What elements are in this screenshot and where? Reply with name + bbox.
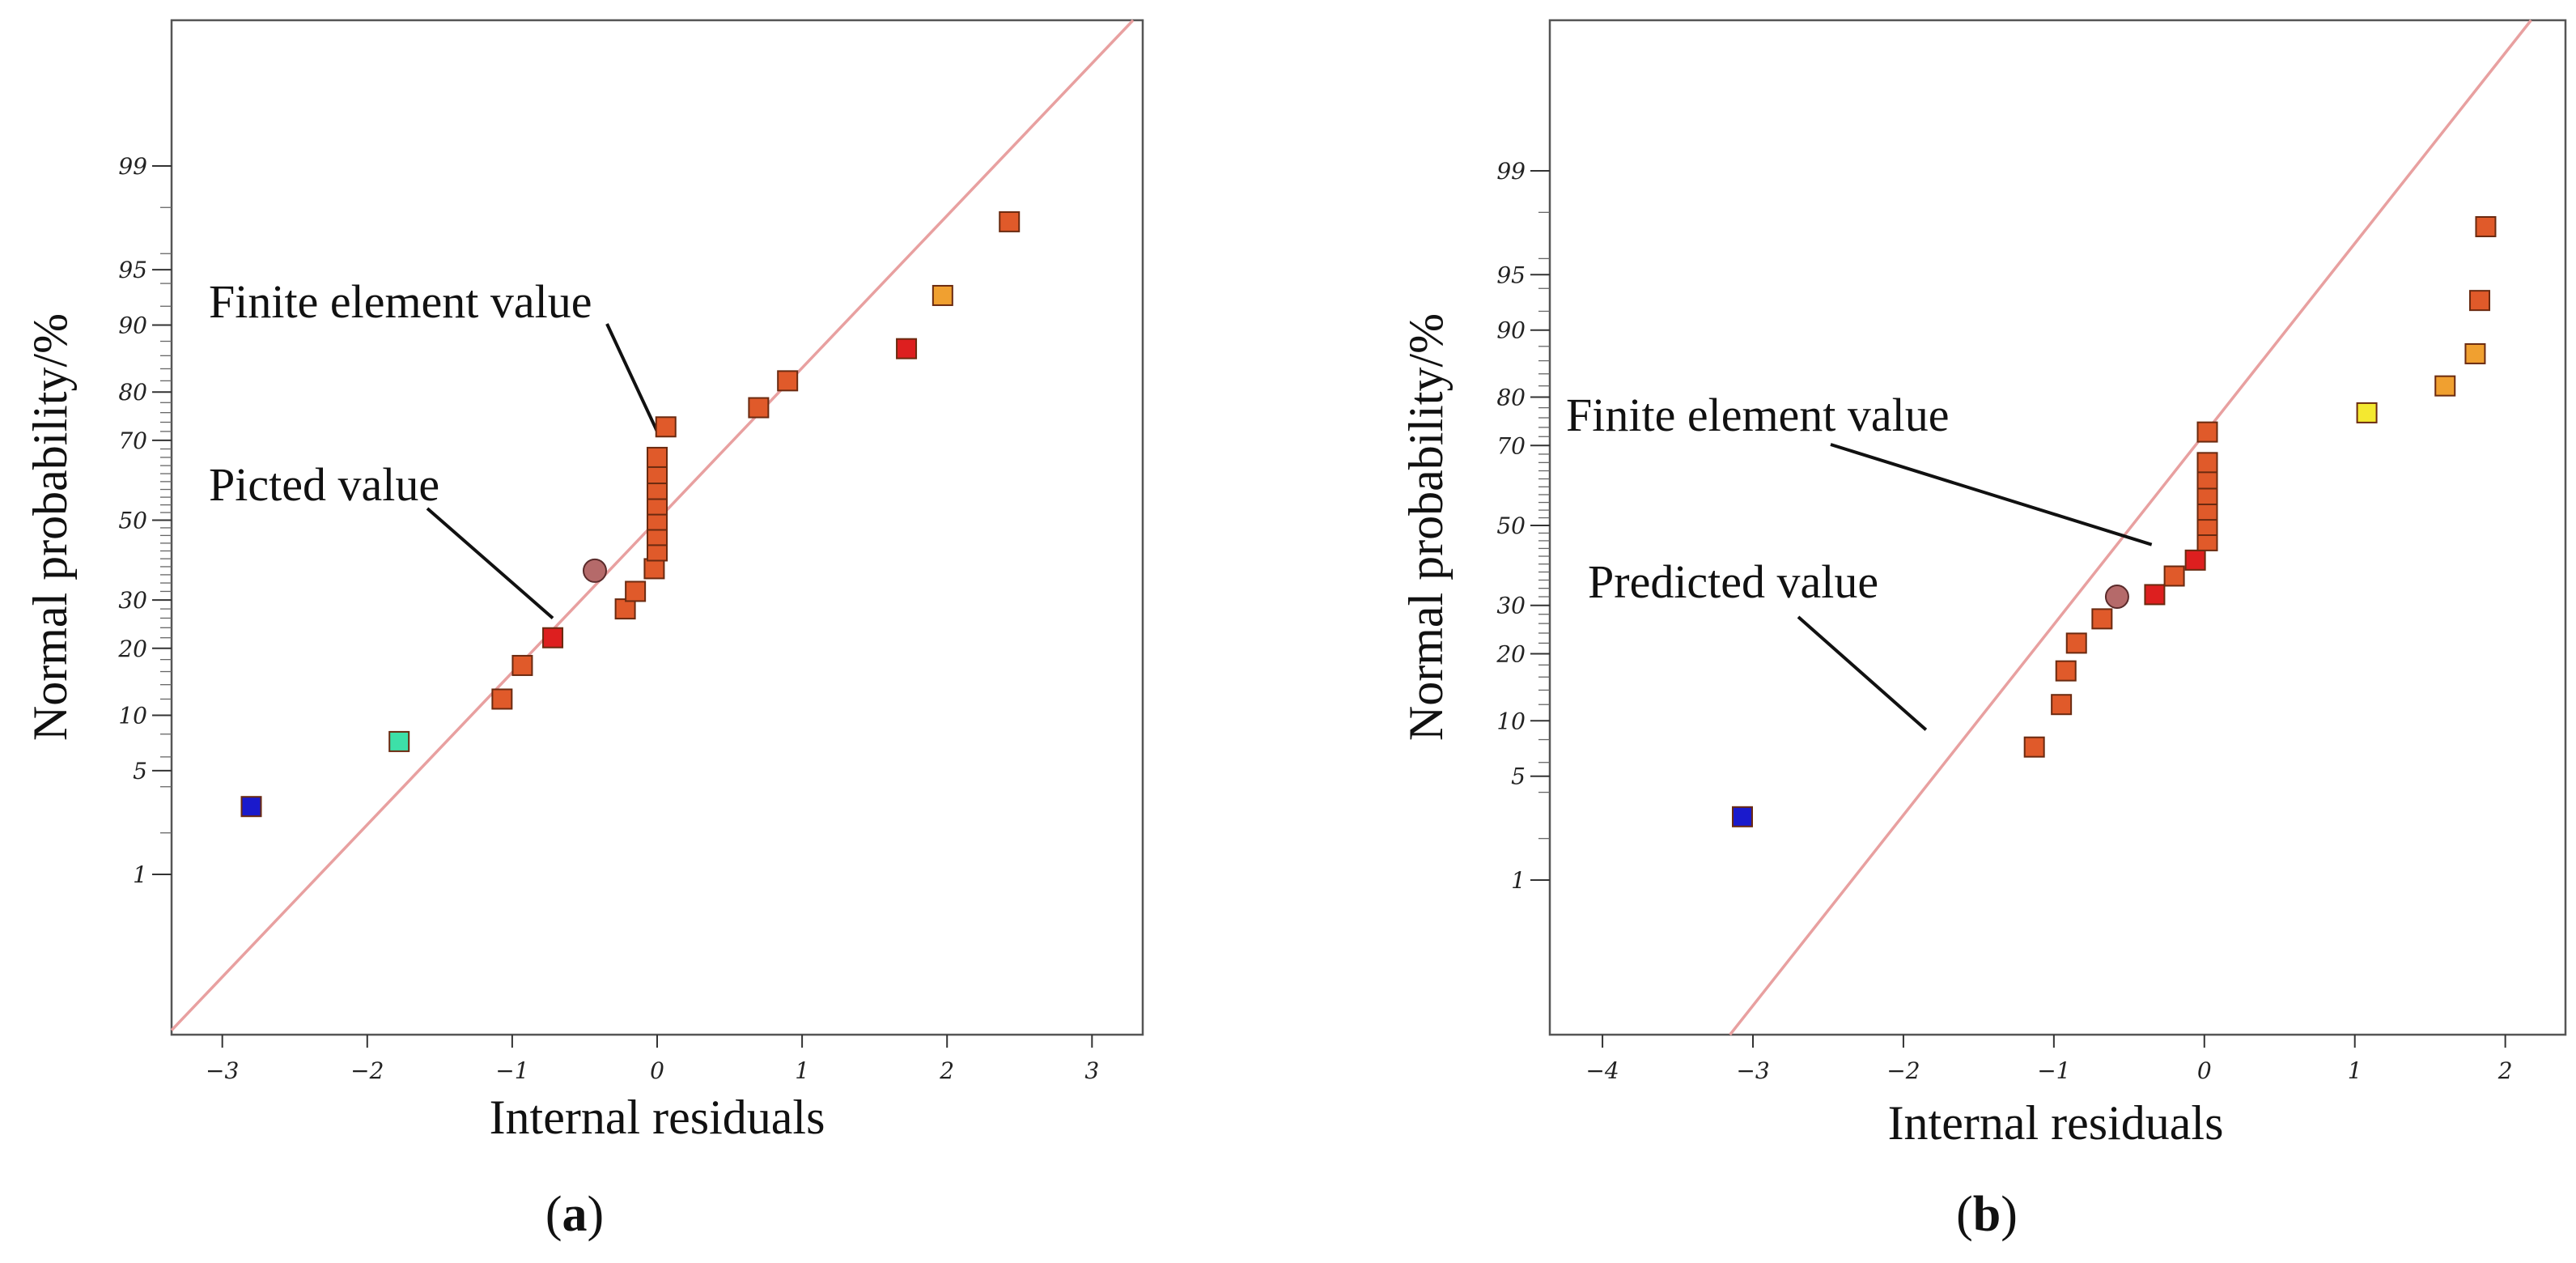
data-point xyxy=(2023,736,2045,758)
y-tick-label: 95 xyxy=(118,257,147,283)
data-point xyxy=(2144,584,2166,606)
panel-a-y-ticks: 1 5 10 20 30 50 70 80 90 95 99 xyxy=(117,153,172,888)
y-tick-label: 1 xyxy=(133,861,147,888)
data-point xyxy=(491,688,513,710)
y-tick-label: 5 xyxy=(1511,763,1526,790)
y-tick-label: 99 xyxy=(118,153,147,180)
panel-a-y-axis-title: Normal probability/% xyxy=(23,313,77,741)
y-tick-label: 80 xyxy=(118,379,147,406)
data-point xyxy=(240,796,262,818)
panel-b-leader-lines xyxy=(1797,443,2153,731)
panel-b-fit-line xyxy=(1729,19,2532,1036)
panel-a-x-ticks: −3 −2 −1 0 1 2 3 xyxy=(206,1035,1099,1084)
data-point xyxy=(614,598,636,620)
data-point xyxy=(511,654,533,676)
data-point xyxy=(2184,549,2206,571)
panel-b-plot-frame xyxy=(1548,19,2567,1036)
x-tick-label: −4 xyxy=(1585,1057,1619,1084)
x-tick-label: 0 xyxy=(2197,1057,2212,1084)
y-tick-label: 30 xyxy=(118,587,147,614)
x-tick-label: 1 xyxy=(2348,1057,2362,1084)
panel-b-chart: 1 5 10 20 30 50 70 80 90 95 99 −4 −3 −2 −1 0 1 2 Finite … xyxy=(1399,19,2567,1242)
panel-a-annotation-picted: Picted value xyxy=(209,458,439,511)
x-tick-label: −2 xyxy=(1886,1057,1920,1084)
data-point xyxy=(2464,342,2486,364)
data-point-predicted xyxy=(2104,585,2129,610)
annotation-leader-line xyxy=(1830,443,2153,546)
panel-a-annotation-finite-element: Finite element value xyxy=(209,275,592,328)
panel-a-x-axis-title: Internal residuals xyxy=(490,1091,825,1144)
y-tick-label: 95 xyxy=(1496,262,1526,288)
y-tick-label: 10 xyxy=(118,703,147,729)
data-point xyxy=(896,338,918,359)
panel-b-y-axis-title: Normal probability/% xyxy=(1399,313,1453,741)
data-point xyxy=(2434,375,2456,397)
y-tick-label: 90 xyxy=(1496,317,1526,344)
panel-b-x-axis-title: Internal residuals xyxy=(1888,1096,2224,1150)
x-tick-label: 0 xyxy=(650,1057,664,1084)
panel-a-leader-lines xyxy=(426,323,659,619)
y-tick-label: 50 xyxy=(1496,512,1526,539)
data-point xyxy=(932,284,953,306)
data-point xyxy=(2196,452,2218,474)
panel-a-points xyxy=(240,210,1021,818)
data-point xyxy=(777,370,799,392)
data-point xyxy=(2091,608,2113,630)
y-tick-label: 5 xyxy=(133,758,147,785)
data-point xyxy=(2469,290,2491,312)
panel-b-annotation-finite-element: Finite element value xyxy=(1566,389,1950,441)
y-tick-label: 20 xyxy=(1496,640,1526,667)
data-point xyxy=(388,730,410,752)
y-tick-label: 10 xyxy=(1496,708,1526,734)
data-point xyxy=(643,558,665,580)
data-point xyxy=(748,397,770,419)
x-tick-label: 2 xyxy=(2497,1057,2513,1084)
panel-a-label: (a) xyxy=(545,1187,604,1242)
x-tick-label: −3 xyxy=(206,1057,239,1084)
x-tick-label: −2 xyxy=(350,1057,384,1084)
panel-b-x-ticks: −4 −3 −2 −1 0 1 2 xyxy=(1585,1035,2513,1084)
y-tick-label: 70 xyxy=(118,427,147,454)
data-point xyxy=(2065,632,2087,654)
y-tick-label: 70 xyxy=(1496,432,1526,459)
annotation-leader-line xyxy=(426,507,554,619)
data-point xyxy=(1731,806,1753,827)
x-tick-label: 2 xyxy=(939,1057,954,1084)
data-point xyxy=(625,580,647,602)
x-tick-label: −1 xyxy=(2037,1057,2070,1084)
panel-b-annotation-predicted: Predicted value xyxy=(1588,555,1878,608)
data-point xyxy=(542,627,564,649)
panel-a-chart: 1 5 10 20 30 50 70 80 90 95 99 −3 −2 −1 0 1 2 3 Finite e… xyxy=(23,19,1144,1242)
data-point xyxy=(647,446,668,468)
panel-b-points xyxy=(1731,215,2497,827)
data-point xyxy=(2356,402,2378,423)
data-point xyxy=(655,416,677,438)
data-point xyxy=(2055,660,2077,682)
annotation-leader-line xyxy=(1797,615,1928,731)
data-point xyxy=(2051,694,2073,716)
y-tick-label: 80 xyxy=(1496,385,1526,411)
data-point-predicted xyxy=(582,558,607,583)
y-tick-label: 90 xyxy=(118,312,147,338)
annotation-leader-line xyxy=(605,323,659,432)
panel-b-label: (b) xyxy=(1956,1187,2018,1242)
y-tick-label: 99 xyxy=(1496,158,1526,185)
data-point xyxy=(2475,215,2497,237)
data-point xyxy=(2196,421,2218,443)
y-tick-label: 50 xyxy=(118,508,147,534)
y-tick-label: 20 xyxy=(117,636,147,662)
data-point xyxy=(999,210,1021,232)
x-tick-label: −1 xyxy=(495,1057,528,1084)
x-tick-label: 1 xyxy=(795,1057,809,1084)
x-tick-label: 3 xyxy=(1084,1057,1099,1084)
data-point xyxy=(2163,565,2185,587)
panel-b-y-ticks: 1 5 10 20 30 50 70 80 90 95 99 xyxy=(1496,158,1550,894)
y-tick-label: 30 xyxy=(1496,593,1526,619)
x-tick-label: −3 xyxy=(1736,1057,1769,1084)
y-tick-label: 1 xyxy=(1511,867,1526,894)
